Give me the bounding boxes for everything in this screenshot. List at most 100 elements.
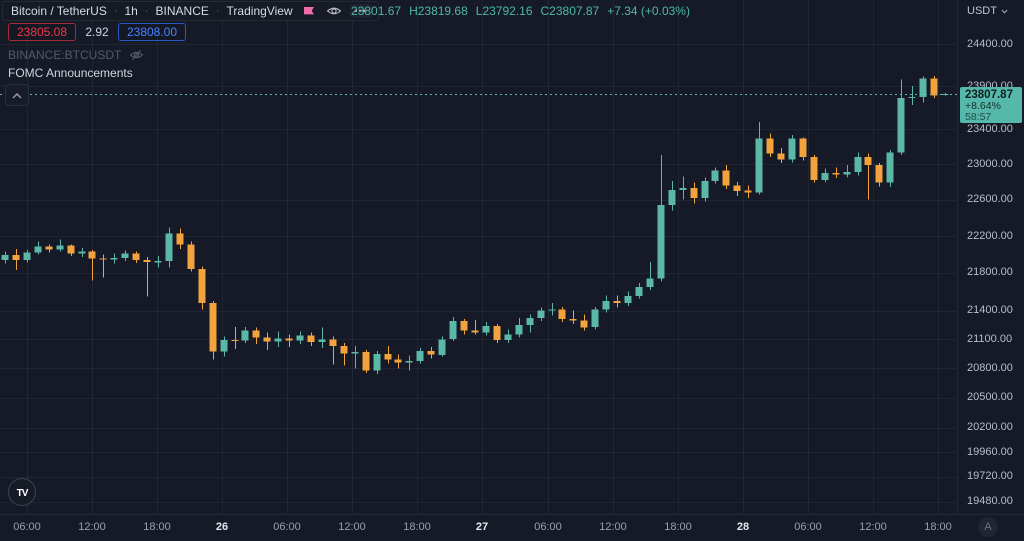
price-axis-label: 22200.00 (967, 229, 1013, 242)
candle (515, 318, 523, 338)
candle (733, 181, 741, 197)
time-axis-label: 06:00 (794, 521, 822, 533)
tradingview-logo[interactable]: TV (7, 477, 37, 512)
candle (143, 257, 151, 297)
candle (777, 148, 785, 164)
separator: · (144, 5, 149, 17)
eye-icon[interactable] (325, 3, 343, 19)
candle (427, 347, 435, 359)
time-axis-label: 06:00 (534, 521, 562, 533)
candle (110, 253, 118, 264)
candle (165, 227, 173, 268)
auto-scale-button[interactable]: A (978, 517, 998, 537)
candle (318, 327, 326, 348)
price-axis-label: 19960.00 (967, 445, 1013, 458)
time-axis-day-label: 28 (736, 521, 750, 533)
candle (875, 163, 883, 187)
candle (679, 176, 687, 200)
candle (351, 346, 359, 369)
candlestick-chart[interactable] (0, 0, 957, 514)
collapse-legend-button[interactable] (5, 84, 29, 106)
candle (384, 346, 392, 364)
events-legend-label[interactable]: FOMC Announcements (8, 66, 133, 80)
candle (919, 76, 927, 103)
tradingview-brand-link[interactable]: TradingView (226, 4, 293, 18)
candle (558, 306, 566, 322)
spread-value: 2.92 (85, 25, 109, 39)
candle (668, 180, 676, 211)
candle (449, 317, 457, 342)
candle (296, 331, 304, 345)
candle (1, 251, 9, 264)
interval-label[interactable]: 1h (124, 4, 138, 18)
candle (416, 347, 424, 364)
time-axis-label: 18:00 (924, 521, 952, 533)
more-options-button[interactable]: ••• (349, 4, 372, 18)
symbol-legend-row: BINANCE:BTCUSDT (8, 47, 145, 63)
flag-icon[interactable] (300, 3, 318, 19)
candle (362, 349, 370, 374)
candle (613, 295, 621, 308)
candle (635, 283, 643, 299)
buy-price-button[interactable]: 23808.00 (118, 23, 186, 41)
candle (526, 314, 534, 333)
price-axis-label: 21100.00 (967, 332, 1013, 345)
price-axis-label: 20800.00 (967, 361, 1013, 374)
candle (209, 301, 217, 360)
eye-slash-icon[interactable] (127, 47, 145, 63)
change-value: +7.34 (+0.03%) (607, 4, 690, 18)
low-value: L23792.16 (475, 4, 533, 18)
ohlc-readout: 23801.67 H23819.68 L23792.16 C23807.87 +… (351, 4, 690, 18)
candle (307, 332, 315, 346)
candle (908, 86, 916, 105)
candle (198, 266, 206, 310)
grid (0, 0, 957, 514)
time-axis-day-label: 27 (475, 521, 489, 533)
price-axis-label: 21800.00 (967, 266, 1013, 279)
candle (930, 75, 938, 98)
time-axis-label: 06:00 (273, 521, 301, 533)
sell-price-button[interactable]: 23805.08 (8, 23, 76, 41)
price-axis-label: 23400.00 (967, 122, 1013, 135)
candle (843, 164, 851, 178)
currency-label: USDT (967, 5, 997, 17)
bar-countdown: 58:57 (965, 110, 992, 123)
candle (252, 327, 260, 345)
candle (132, 251, 140, 264)
time-axis[interactable]: 06:00 12:00 18:00 26 06:00 12:00 18:00 27 06:00 1… (0, 514, 1024, 541)
last-price-value: 23807.87 (965, 88, 1013, 101)
candle (67, 244, 75, 257)
currency-selector[interactable]: USDT (967, 5, 1008, 17)
candle (88, 249, 96, 281)
open-value: 23801.67 (351, 4, 402, 18)
chevron-down-icon (1001, 5, 1008, 17)
candle (285, 334, 293, 347)
symbol-title[interactable]: Bitcoin / TetherUS (11, 4, 107, 18)
symbol-code-label: BINANCE:BTCUSDT (8, 48, 122, 62)
candle (821, 168, 829, 182)
candle (34, 241, 42, 255)
candle (537, 307, 545, 321)
time-axis-label: 12:00 (599, 521, 627, 533)
price-axis-label: 19480.00 (967, 495, 1013, 508)
candle (12, 248, 20, 271)
separator: · (215, 5, 220, 17)
price-axis-label: 20500.00 (967, 391, 1013, 404)
candle (711, 167, 719, 184)
time-axis-day-label: 26 (215, 521, 229, 533)
candle (405, 355, 413, 371)
exchange-label: BINANCE (155, 4, 209, 18)
candle (471, 320, 479, 335)
candle (154, 255, 162, 268)
price-axis[interactable]: USDT 24400.00 23900.00 23400.00 23000.00 226… (957, 0, 1024, 514)
candle (897, 79, 905, 156)
candle (493, 323, 501, 344)
candle (864, 153, 872, 200)
candle (548, 303, 556, 316)
time-axis-label: 06:00 (13, 521, 41, 533)
candle (394, 354, 402, 369)
candle (832, 167, 840, 179)
separator: · (113, 5, 118, 17)
candle (45, 244, 53, 253)
